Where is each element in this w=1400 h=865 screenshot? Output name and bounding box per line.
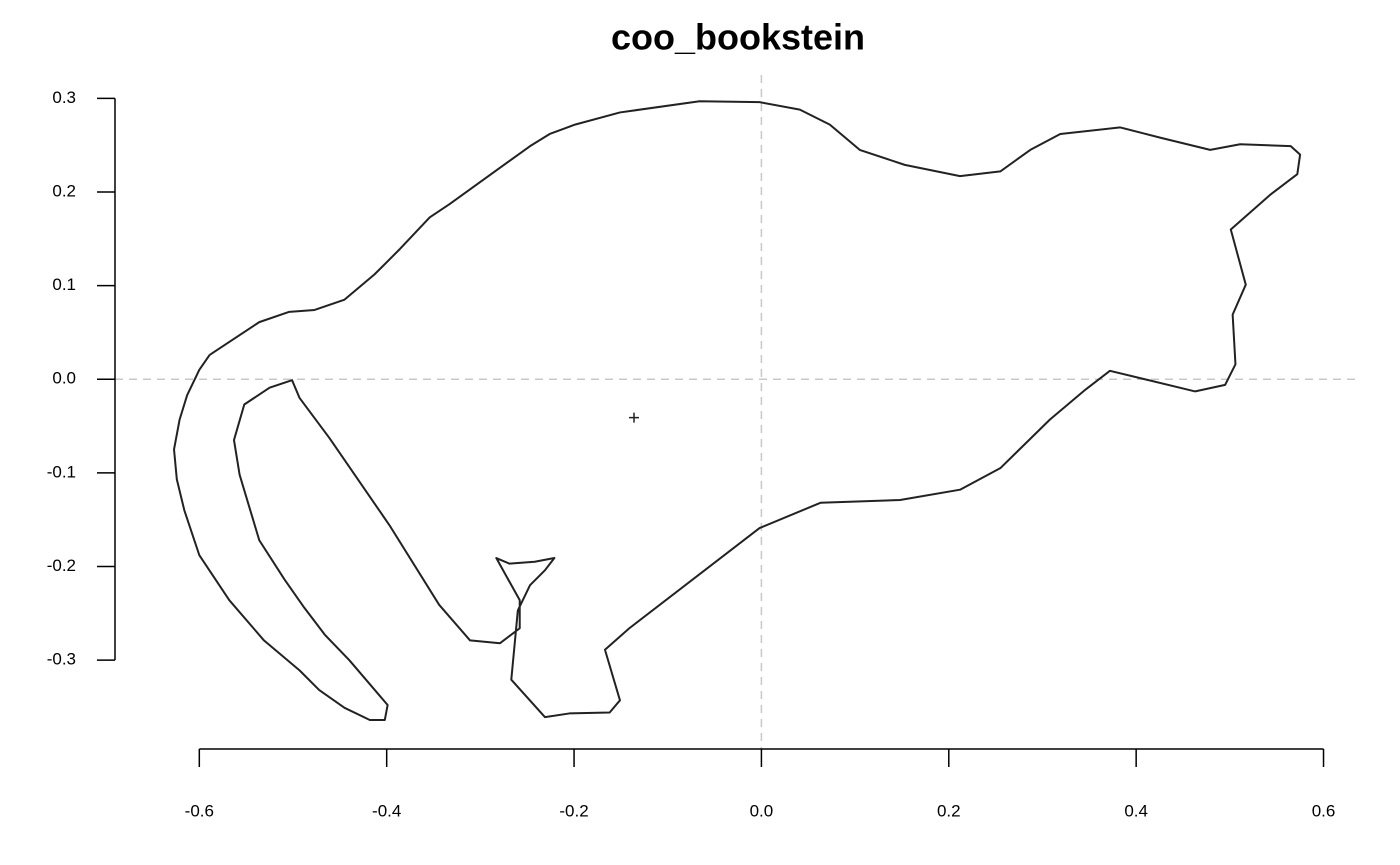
y-tick-label: 0.0 <box>52 369 76 388</box>
x-tick-label: -0.4 <box>372 801 401 820</box>
x-tick-label: 0.4 <box>1124 801 1148 820</box>
x-tick-label: -0.2 <box>559 801 588 820</box>
y-tick-label: 0.3 <box>52 88 76 107</box>
x-tick-label: 0.2 <box>937 801 961 820</box>
outline <box>173 100 1302 721</box>
y-tick-label: -0.3 <box>47 650 76 669</box>
centroid-marker <box>629 412 640 423</box>
x-tick-label: -0.6 <box>185 801 214 820</box>
chart-title: coo_bookstein <box>611 17 865 58</box>
y-tick-label: 0.1 <box>52 275 76 294</box>
x-tick-label: 0.6 <box>1312 801 1336 820</box>
y-tick-label: -0.2 <box>47 556 76 575</box>
y-tick-label: 0.2 <box>52 181 76 200</box>
x-tick-label: 0.0 <box>750 801 774 820</box>
y-tick-label: -0.1 <box>47 462 76 481</box>
